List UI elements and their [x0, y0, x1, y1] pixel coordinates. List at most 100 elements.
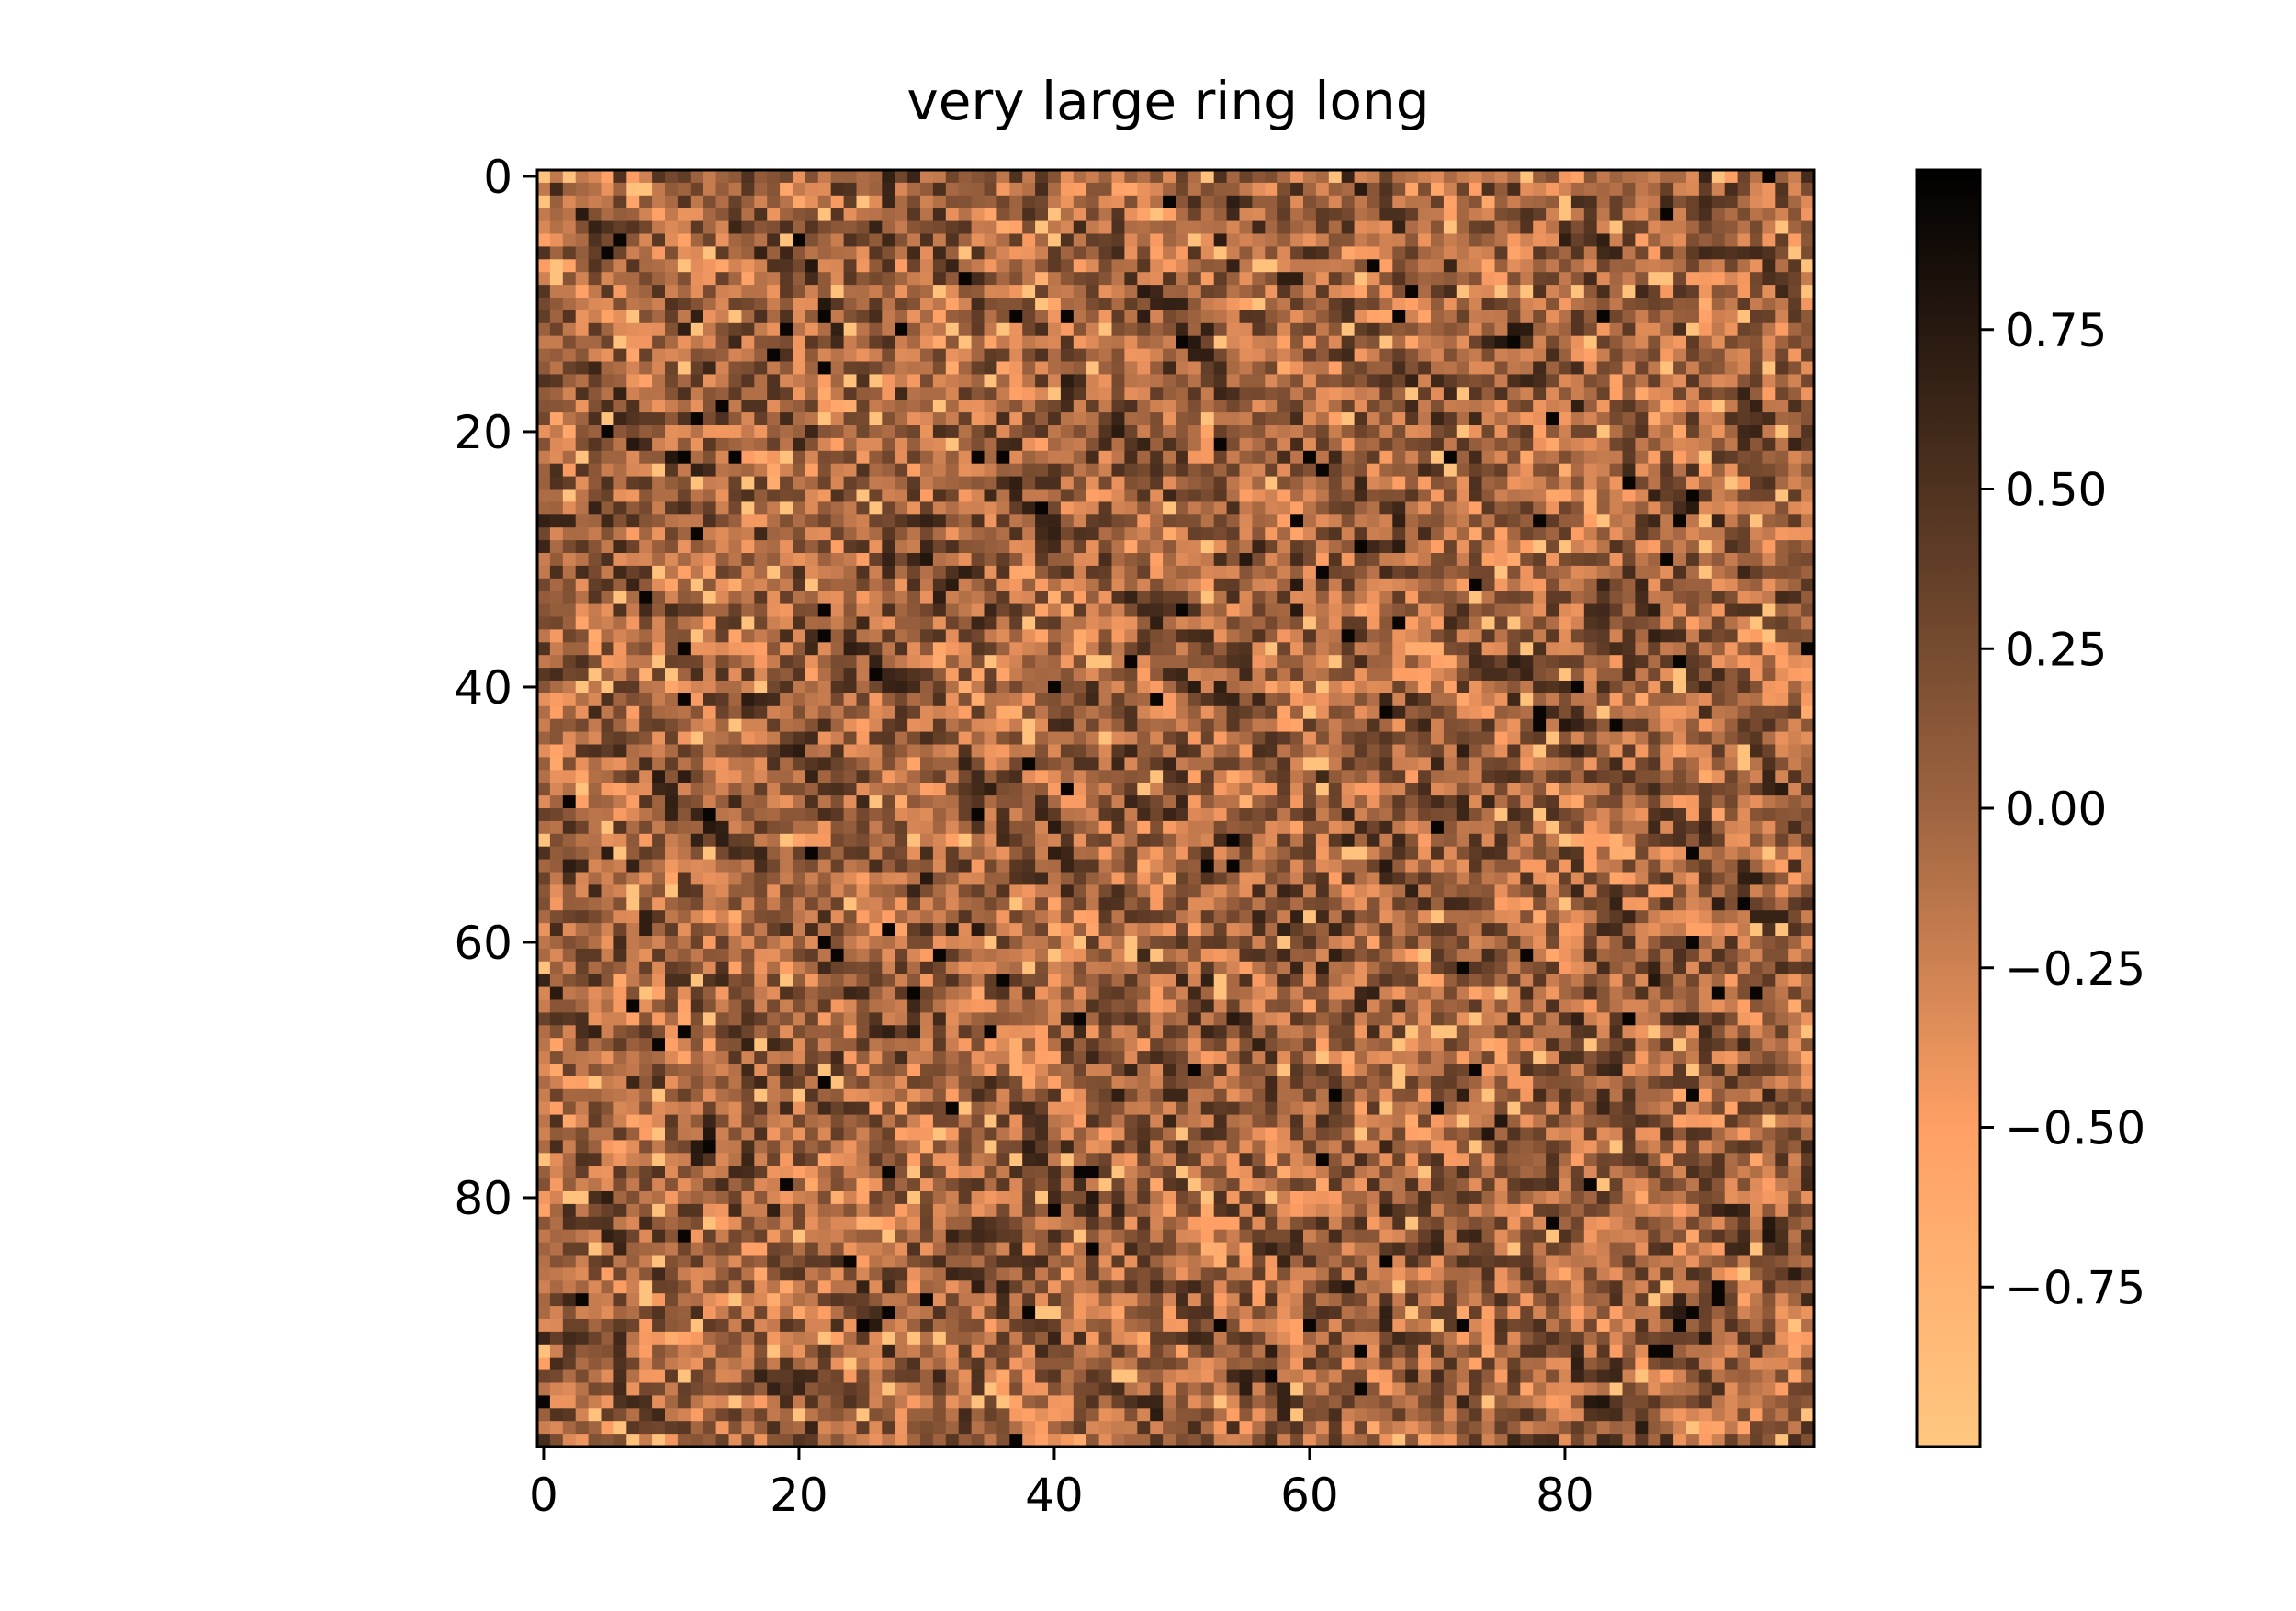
- heatmap-cell: [549, 437, 564, 452]
- heatmap-cell: [805, 195, 819, 209]
- heatmap-cell: [945, 182, 960, 197]
- heatmap-cell: [1200, 476, 1215, 490]
- heatmap-cell: [1546, 335, 1559, 350]
- heatmap-cell: [588, 489, 602, 502]
- heatmap-cell: [601, 361, 614, 375]
- heatmap-cell: [869, 655, 883, 669]
- heatmap-cell: [1546, 629, 1559, 643]
- heatmap-cell: [1354, 668, 1368, 682]
- heatmap-cell: [793, 693, 806, 707]
- heatmap-cell: [613, 718, 627, 733]
- heatmap-cell: [1277, 259, 1291, 273]
- heatmap-cell: [1176, 514, 1189, 528]
- heatmap-cell: [1570, 489, 1585, 502]
- heatmap-cell: [1546, 195, 1559, 209]
- heatmap-cell: [1187, 565, 1202, 580]
- heatmap-cell: [843, 757, 858, 771]
- heatmap-cell: [1213, 310, 1228, 324]
- heatmap-cell: [1801, 233, 1815, 247]
- heatmap-cell: [882, 361, 895, 375]
- heatmap-cell: [1559, 783, 1572, 796]
- heatmap-cell: [932, 335, 947, 350]
- heatmap-cell: [882, 170, 895, 184]
- heatmap-cell: [1187, 322, 1202, 337]
- heatmap-cell: [1060, 298, 1075, 311]
- heatmap-cell: [882, 744, 895, 758]
- heatmap-cell: [1698, 718, 1713, 733]
- heatmap-cell: [958, 540, 973, 554]
- heatmap-cell: [1648, 489, 1661, 502]
- heatmap-cell: [1724, 681, 1739, 694]
- heatmap-cell: [1724, 489, 1739, 502]
- heatmap-cell: [1494, 668, 1508, 682]
- heatmap-cell: [1226, 182, 1241, 197]
- heatmap-cell: [1481, 744, 1496, 758]
- heatmap-cell: [690, 233, 704, 247]
- heatmap-cell: [677, 259, 692, 273]
- heatmap-cell: [665, 744, 679, 758]
- heatmap-cell: [626, 514, 640, 528]
- heatmap-cell: [1086, 681, 1100, 694]
- heatmap-cell: [1226, 208, 1241, 222]
- heatmap-cell: [1622, 476, 1636, 490]
- heatmap-cell: [1367, 668, 1380, 682]
- heatmap-cell: [1163, 642, 1176, 656]
- heatmap-cell: [665, 795, 679, 809]
- heatmap-cell: [1239, 259, 1253, 273]
- heatmap-cell: [626, 489, 640, 502]
- heatmap-cell: [1176, 476, 1189, 490]
- heatmap-cell: [715, 668, 730, 682]
- heatmap-cell: [767, 463, 781, 478]
- heatmap-cell: [1200, 731, 1215, 746]
- heatmap-cell: [1137, 285, 1151, 299]
- heatmap-cell: [856, 361, 870, 375]
- heatmap-cell: [1290, 285, 1304, 299]
- heatmap-cell: [601, 681, 614, 694]
- heatmap-cell: [1750, 501, 1763, 515]
- heatmap-cell: [907, 603, 921, 618]
- heatmap-cell: [652, 565, 666, 580]
- heatmap-cell: [1098, 170, 1113, 184]
- heatmap-cell: [1648, 757, 1661, 771]
- heatmap-cell: [856, 616, 870, 630]
- heatmap-cell: [1660, 195, 1674, 209]
- heatmap-cell: [1239, 400, 1253, 413]
- heatmap-cell: [1098, 668, 1113, 682]
- heatmap-cell: [1546, 693, 1559, 707]
- heatmap-cell: [1801, 616, 1815, 630]
- heatmap-cell: [1341, 233, 1356, 247]
- heatmap-cell: [1431, 616, 1445, 630]
- heatmap-cell: [1686, 553, 1700, 567]
- heatmap-cell: [1290, 514, 1304, 528]
- heatmap-cell: [895, 387, 908, 400]
- heatmap-cell: [780, 285, 793, 299]
- heatmap-cell: [1392, 578, 1406, 592]
- heatmap-cell: [690, 259, 704, 273]
- heatmap-cell: [1354, 578, 1368, 592]
- heatmap-cell: [1673, 642, 1687, 656]
- heatmap-cell: [575, 668, 590, 682]
- heatmap-cell: [1750, 795, 1763, 809]
- heatmap-cell: [1277, 220, 1291, 235]
- heatmap-cell: [1546, 527, 1559, 541]
- heatmap-cell: [1635, 387, 1649, 400]
- heatmap-cell: [996, 514, 1010, 528]
- heatmap-cell: [1290, 170, 1304, 184]
- heatmap-cell: [1456, 463, 1470, 478]
- heatmap-cell: [1737, 246, 1751, 260]
- heatmap-cell: [780, 655, 793, 669]
- heatmap-cell: [537, 182, 551, 197]
- heatmap-cell: [780, 437, 793, 452]
- heatmap-cell: [677, 603, 692, 618]
- heatmap-cell: [1187, 770, 1202, 783]
- heatmap-cell: [1098, 195, 1113, 209]
- heatmap-cell: [856, 476, 870, 490]
- heatmap-cell: [1239, 463, 1253, 478]
- heatmap-cell: [601, 795, 614, 809]
- heatmap-cell: [1137, 744, 1151, 758]
- heatmap-cell: [932, 361, 947, 375]
- heatmap-cell: [1252, 450, 1266, 465]
- heatmap-cell: [601, 668, 614, 682]
- heatmap-cell: [703, 246, 717, 260]
- heatmap-cell: [1405, 476, 1419, 490]
